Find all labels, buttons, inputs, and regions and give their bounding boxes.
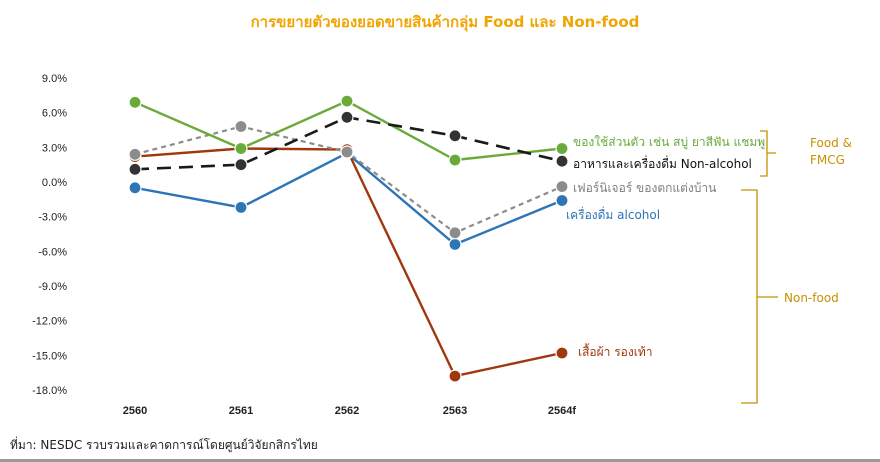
x-tick-label: 2562 (335, 405, 359, 417)
y-tick-label: -15.0% (32, 350, 67, 362)
x-tick-label: 2560 (123, 405, 147, 417)
data-point (128, 162, 142, 176)
x-tick-label: 2564f (548, 405, 576, 417)
y-tick-label: -6.0% (38, 246, 67, 258)
y-tick-label: 9.0% (42, 73, 67, 85)
y-axis: 9.0% 6.0% 3.0% 0.0% -3.0% -6.0% -9.0% -12.0% -15… (32, 73, 67, 397)
data-point (448, 129, 462, 143)
y-tick-label: -9.0% (38, 281, 67, 293)
x-axis: 2560 2561 2562 2563 2564f (123, 405, 577, 417)
data-point (555, 141, 569, 156)
data-point (448, 237, 462, 251)
data-point (128, 95, 142, 109)
series-label: เครื่องดื่ม alcohol (566, 206, 660, 222)
series-label: ของใช้ส่วนตัว เช่น สบู่ ยาสีฟัน แชมพู (573, 135, 765, 150)
series-line (134, 147, 563, 378)
series-labels: ของใช้ส่วนตัว เช่น สบู่ ยาสีฟัน แชมพูอาห… (566, 135, 765, 359)
series-label: เฟอร์นิเจอร์ ของตกแต่งบ้าน (573, 181, 716, 195)
data-point (448, 369, 462, 383)
y-tick-label: -3.0% (38, 212, 67, 224)
data-point (448, 226, 462, 240)
series-label: เสื้อผ้า รองเท้า (578, 343, 652, 359)
y-tick-label: -18.0% (32, 385, 67, 397)
data-point (340, 110, 354, 124)
y-tick-label: -12.0% (32, 316, 67, 328)
data-point (448, 153, 462, 167)
data-point (555, 193, 569, 208)
series-line (134, 151, 563, 246)
data-point (555, 154, 569, 168)
x-tick-label: 2563 (443, 405, 467, 417)
group-label-nonfood: Non-food (784, 291, 839, 305)
data-point (555, 346, 569, 360)
data-point (340, 145, 354, 159)
data-point (128, 181, 142, 195)
bottom-rule (0, 459, 880, 462)
y-tick-label: 3.0% (42, 142, 67, 154)
series-label: อาหารและเครื่องดื่ม Non-alcohol (573, 155, 752, 171)
data-point (234, 119, 248, 134)
source-note: ที่มา: NESDC รวบรวมและคาดการณ์โดยศูนย์วิ… (10, 436, 318, 453)
series-line (134, 125, 563, 234)
data-point (340, 94, 354, 108)
data-point (234, 141, 248, 156)
y-tick-label: 0.0% (42, 177, 67, 189)
chart-title: การขยายตัวของยอดขายสินค้ากลุ่ม Food และ … (251, 13, 640, 32)
nonfood-bracket (741, 189, 778, 404)
data-point (234, 158, 248, 172)
group-label-food: Food & FMCG (810, 136, 852, 167)
data-point (555, 180, 569, 194)
x-tick-label: 2561 (229, 405, 253, 417)
group-brackets: Food & FMCG Non-food (741, 130, 852, 404)
food-bracket (760, 130, 776, 177)
y-tick-label: 6.0% (42, 108, 67, 120)
data-point (234, 200, 248, 214)
data-point (128, 147, 142, 161)
series-layer (128, 94, 569, 383)
